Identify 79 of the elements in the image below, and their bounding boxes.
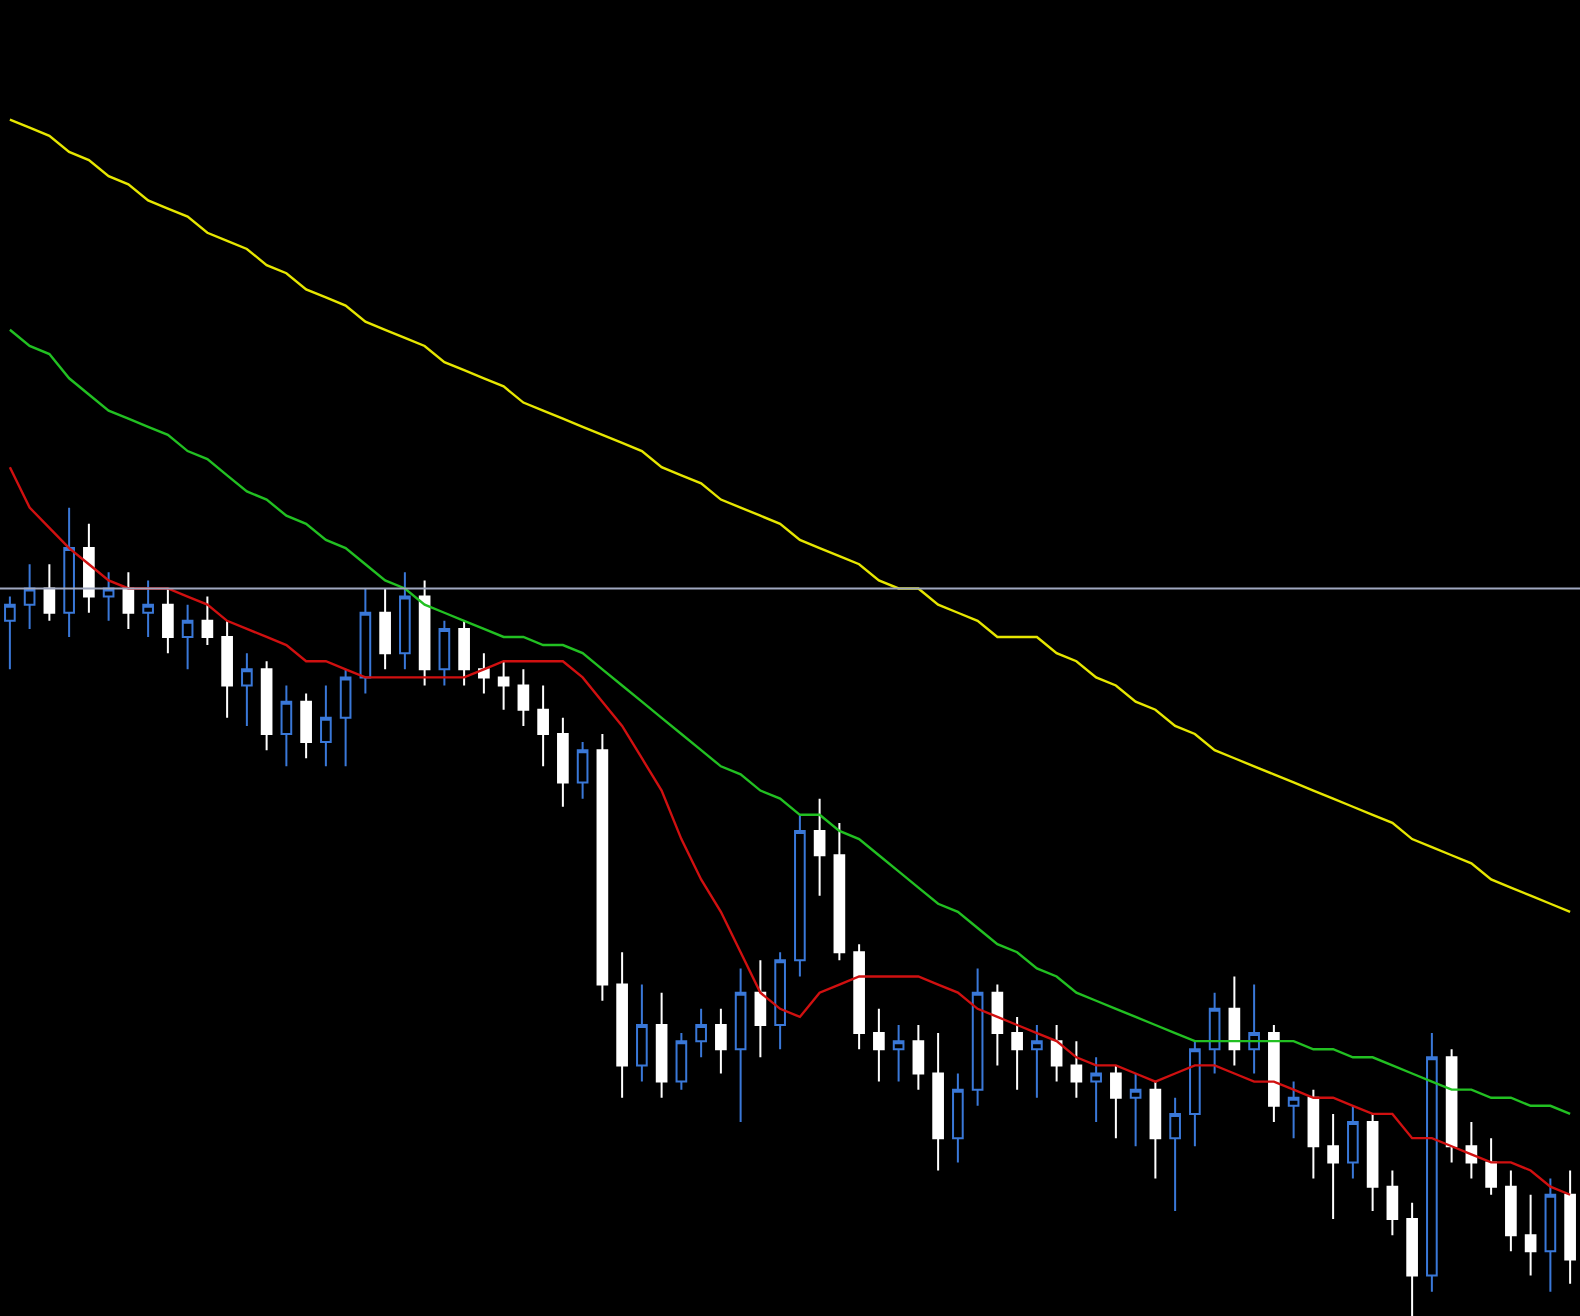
candlestick — [458, 619, 470, 687]
candlestick — [1169, 1096, 1181, 1212]
candlestick — [1228, 975, 1241, 1067]
candlestick — [181, 603, 194, 671]
candlestick — [379, 587, 391, 671]
candlestick — [497, 660, 510, 711]
candlestick — [1149, 1080, 1162, 1180]
candlestick — [596, 732, 609, 1002]
candlestick — [1031, 1024, 1043, 1099]
candlestick — [83, 522, 95, 614]
candlestick — [300, 692, 312, 760]
candlestick — [1524, 1193, 1537, 1277]
candlestick — [63, 506, 75, 638]
candlestick — [794, 813, 806, 978]
candlestick — [1347, 1104, 1359, 1180]
candlestick — [616, 951, 628, 1099]
candlestick — [162, 587, 174, 655]
candlestick — [102, 571, 115, 622]
candlestick — [853, 943, 865, 1051]
candlestick — [576, 741, 589, 800]
candlestick — [695, 1007, 707, 1059]
candlestick — [122, 571, 135, 630]
candlestick — [399, 571, 411, 671]
candlestick — [1268, 1024, 1280, 1123]
candlestick — [873, 1007, 885, 1083]
candlestick — [359, 587, 372, 695]
candlestick — [1189, 1040, 1201, 1148]
candlestick — [734, 967, 747, 1123]
candlestick — [221, 619, 233, 719]
candlestick — [1327, 1112, 1339, 1220]
candlestick — [1445, 1048, 1458, 1164]
candlestick — [1011, 1015, 1023, 1091]
candlestick — [280, 684, 293, 768]
candlestick — [932, 1032, 944, 1172]
candlestick — [774, 951, 786, 1051]
candlestick — [715, 1007, 727, 1075]
candlestick — [1505, 1169, 1517, 1253]
candlestick — [1544, 1177, 1557, 1293]
candlestick — [1090, 1056, 1102, 1123]
candlestick — [892, 1024, 905, 1083]
candlestick — [478, 652, 490, 695]
candlestick — [813, 797, 826, 897]
candlestick — [833, 821, 846, 962]
candlestick — [43, 563, 56, 622]
candlestick — [320, 684, 332, 768]
candlestick — [418, 579, 431, 687]
candlestick — [1070, 1040, 1083, 1099]
candlestick — [1386, 1169, 1399, 1237]
candlestick — [142, 579, 154, 638]
candlestick — [1564, 1169, 1576, 1285]
candlestick — [241, 652, 253, 727]
candlestick — [1248, 983, 1260, 1075]
candlestick — [1287, 1080, 1300, 1140]
candlestick — [537, 684, 549, 768]
candlestick — [1050, 1024, 1063, 1083]
candlestick — [1110, 1064, 1122, 1140]
candlestick — [260, 660, 273, 752]
candlestick — [1129, 1072, 1142, 1148]
candlestick — [971, 967, 984, 1107]
candlestick — [557, 716, 569, 808]
candlestick — [655, 991, 668, 1099]
candlestick — [1366, 1112, 1379, 1212]
candlestick — [754, 959, 767, 1059]
candlestick — [201, 595, 214, 647]
candlestick — [912, 1024, 925, 1091]
candlestick — [636, 983, 648, 1083]
candlestick — [991, 983, 1004, 1067]
candlestick — [517, 668, 530, 727]
candlestick — [952, 1072, 964, 1164]
candlestick — [675, 1032, 688, 1091]
candlestick — [1465, 1121, 1478, 1180]
candlestick — [23, 563, 36, 630]
candlestick — [339, 668, 352, 768]
candlestick — [1406, 1201, 1418, 1316]
candlestick — [1485, 1137, 1497, 1196]
candlestick — [1307, 1088, 1320, 1180]
candlestick — [438, 619, 451, 687]
candlestick — [1208, 991, 1221, 1075]
candlestick — [1426, 1032, 1438, 1293]
